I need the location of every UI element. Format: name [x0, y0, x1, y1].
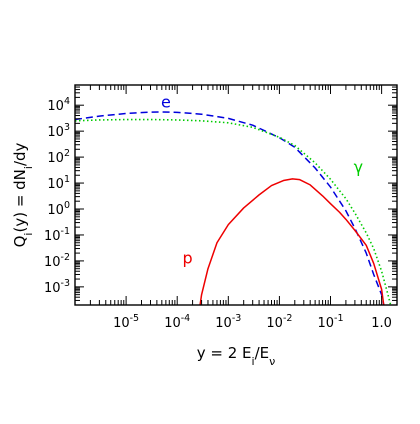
tick-labels-layer: 10-5 10-4 10-3 10-2 10-1 1.0 104 103 102 101 100 10…: [44, 96, 392, 331]
curves-layer: [75, 111, 392, 305]
series-line-0: [75, 111, 385, 305]
x-axis-label: y = 2 Ei/Eν: [197, 344, 276, 368]
series-labels: e γ p: [161, 93, 363, 268]
x-tick-label-2: 10-3: [215, 313, 241, 331]
y-tick-label-2: 102: [47, 148, 70, 166]
series-line-2: [199, 178, 385, 305]
y-tick-label-0: 104: [47, 96, 70, 114]
y-axis-label: Qi(y) = dNi/dy: [11, 142, 35, 247]
x-tick-label-4: 10-1: [317, 313, 343, 331]
x-tick-label-3: 10-2: [266, 313, 292, 331]
y-tick-label-6: 10-2: [44, 252, 70, 270]
series-label-1: γ: [354, 158, 363, 177]
series-line-1: [75, 118, 392, 305]
y-tick-label-7: 10-3: [44, 278, 70, 296]
x-tick-label-1: 10-4: [164, 313, 190, 331]
y-tick-label-4: 100: [47, 200, 70, 218]
ticks-layer: [74, 84, 398, 306]
y-tick-label-3: 101: [47, 174, 70, 192]
series-label-0: e: [161, 93, 171, 112]
y-tick-label-5: 10-1: [44, 226, 70, 244]
series-label-2: p: [183, 248, 193, 267]
plot-frame: [74, 84, 398, 306]
x-tick-label-5: 1.0: [371, 316, 392, 331]
x-tick-label-0: 10-5: [113, 313, 139, 331]
y-tick-label-1: 103: [47, 122, 70, 140]
